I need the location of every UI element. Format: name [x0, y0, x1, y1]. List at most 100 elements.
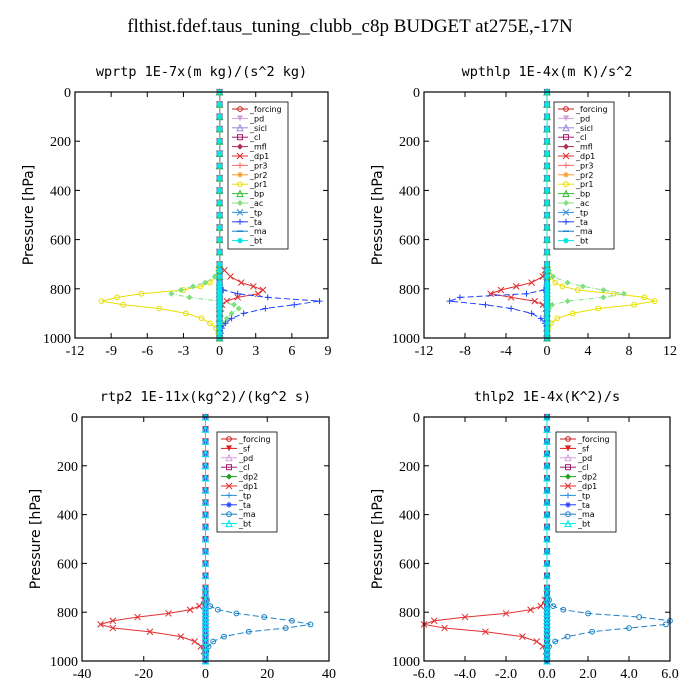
series-bt	[544, 89, 550, 341]
data-point	[177, 633, 185, 640]
data-point	[156, 305, 163, 312]
data-point	[202, 279, 209, 286]
data-point	[543, 616, 551, 625]
legend-label: _dp2	[238, 473, 258, 482]
data-point	[165, 610, 172, 617]
data-point	[201, 498, 210, 506]
data-point	[519, 633, 526, 640]
legend-marker	[226, 511, 232, 518]
data-point	[543, 522, 551, 531]
data-point	[191, 638, 199, 645]
x-tick-label: 12	[663, 344, 677, 359]
panel-title: wpthlp 1E-4x(m K)/s^2	[462, 64, 633, 80]
legend: _forcing_sf_pd_cl_dp2_dp1_tp_ta_ma_bt	[216, 431, 278, 533]
legend-marker	[565, 511, 571, 518]
data-point	[537, 602, 545, 610]
data-point	[221, 633, 227, 640]
legend-label: _cl	[575, 133, 587, 142]
data-point	[544, 138, 550, 144]
data-point	[651, 298, 658, 305]
y-tick-label: 400	[57, 509, 78, 524]
data-point	[544, 114, 550, 120]
data-point	[456, 294, 463, 301]
data-point	[600, 294, 607, 301]
data-point	[552, 279, 559, 286]
legend-label: _forcing	[577, 435, 610, 444]
legend-label: _pr1	[575, 180, 593, 189]
legend-label: _cl	[238, 463, 250, 472]
legend-label: _tp	[238, 491, 251, 500]
data-point	[254, 290, 262, 298]
data-point	[216, 302, 223, 308]
data-point	[544, 315, 550, 321]
x-tick-label: -9	[105, 344, 117, 359]
data-point	[497, 286, 505, 294]
legend-label: _forcing	[575, 105, 608, 114]
data-point	[543, 642, 551, 650]
legend-label: _pr1	[249, 180, 267, 189]
data-point	[543, 461, 551, 470]
series-line	[101, 92, 221, 339]
data-point	[543, 605, 551, 614]
legend-label: _cl	[577, 463, 589, 472]
legend-marker	[562, 123, 570, 132]
data-point	[544, 302, 550, 308]
data-point	[216, 224, 223, 230]
legend-marker	[563, 143, 569, 150]
plot-frame	[81, 416, 330, 662]
legend-label: _ma	[238, 510, 256, 519]
series-line	[98, 417, 206, 662]
data-point	[138, 290, 145, 297]
y-tick-label: 0	[413, 411, 420, 426]
data-point	[249, 282, 257, 290]
data-point	[544, 187, 550, 193]
legend-marker	[237, 134, 243, 141]
data-point	[543, 559, 551, 567]
data-point	[216, 315, 223, 321]
data-point	[201, 623, 210, 632]
data-point	[182, 310, 189, 317]
x-tick-label: 0	[544, 344, 551, 359]
data-point	[544, 101, 550, 107]
data-point	[543, 632, 551, 641]
legend-marker	[226, 436, 232, 442]
x-tick-label: 3	[252, 344, 259, 359]
y-tick-label: 1000	[392, 332, 420, 347]
legend-marker	[237, 218, 243, 225]
legend-marker	[237, 106, 243, 112]
data-point	[195, 602, 203, 610]
data-point	[544, 310, 550, 316]
data-point	[216, 291, 223, 297]
data-point	[201, 601, 210, 610]
legend-label: _bt	[577, 520, 590, 529]
series-line	[422, 417, 548, 661]
series-pr1	[98, 89, 223, 341]
data-point	[289, 617, 295, 624]
data-point	[216, 212, 223, 218]
data-point	[508, 305, 515, 312]
data-point	[201, 616, 210, 625]
data-point	[507, 294, 515, 301]
data-point	[543, 652, 551, 660]
data-point	[589, 628, 595, 635]
series-dp1	[487, 88, 551, 342]
data-point	[190, 283, 197, 290]
data-point	[544, 224, 550, 230]
data-point	[234, 290, 241, 297]
y-tick-label: 0	[413, 86, 420, 101]
data-point	[544, 267, 550, 273]
legend-marker	[237, 143, 243, 150]
legend-marker	[565, 436, 571, 442]
legend-marker	[237, 115, 243, 122]
data-point	[446, 298, 453, 305]
data-point	[201, 637, 210, 645]
data-point	[216, 298, 223, 304]
data-point	[585, 610, 591, 617]
data-point	[595, 305, 602, 312]
data-point	[216, 237, 223, 243]
data-point	[579, 283, 586, 290]
legend-label: _pr3	[575, 161, 593, 170]
data-point	[502, 610, 510, 617]
data-point	[282, 625, 289, 631]
data-point	[210, 638, 217, 645]
